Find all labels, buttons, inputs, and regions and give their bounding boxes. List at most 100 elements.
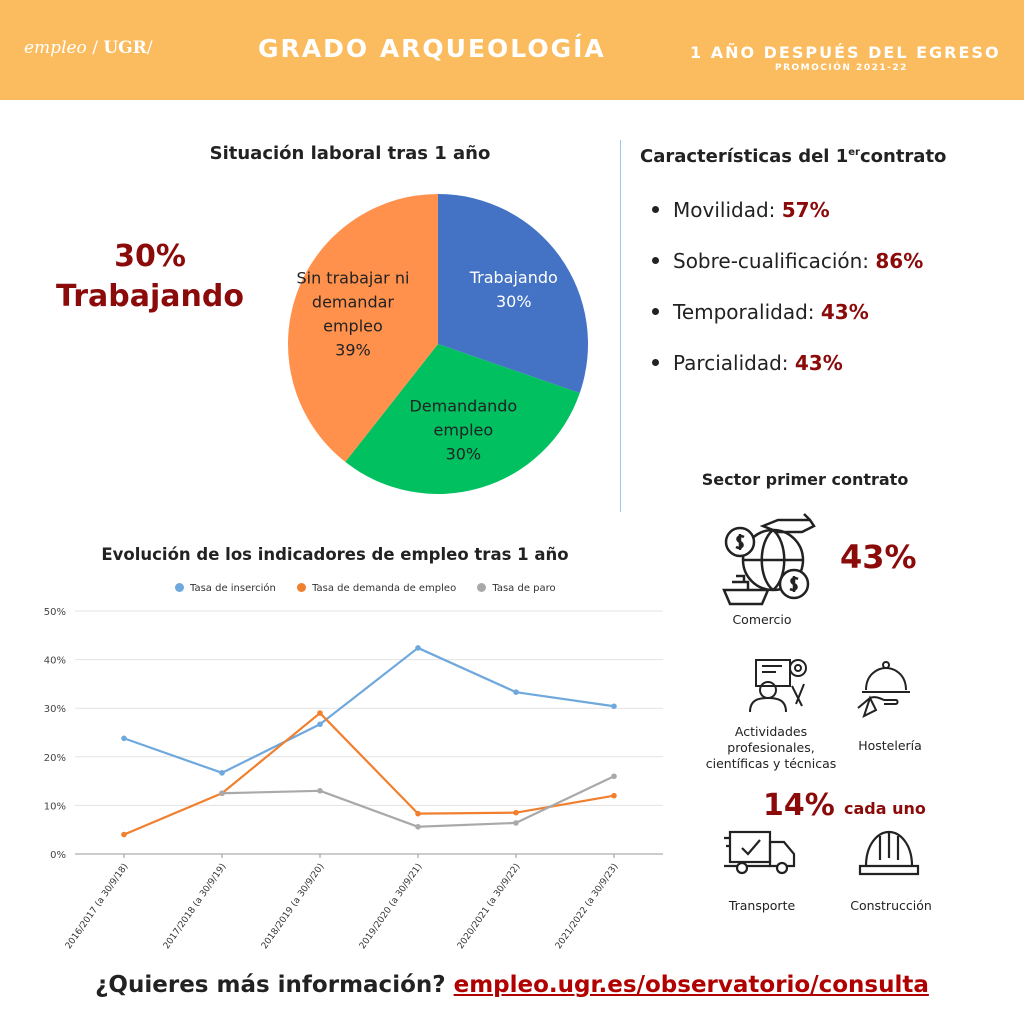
legend-label: Tasa de demanda de empleo bbox=[312, 583, 457, 594]
data-point bbox=[611, 792, 617, 799]
globe-trade-icon bbox=[722, 513, 816, 606]
characteristic-label: Sobre-cualificación: bbox=[673, 249, 876, 273]
characteristic-value: 57% bbox=[781, 198, 830, 222]
comercio-label: Comercio bbox=[732, 612, 792, 627]
characteristic-label: Parcialidad: bbox=[673, 351, 795, 375]
characteristics-title-suffix: contrato bbox=[859, 146, 947, 167]
pie-slice-label: demandar bbox=[312, 293, 394, 312]
bullet-icon bbox=[652, 359, 659, 366]
delivery-truck-icon bbox=[724, 830, 796, 875]
actividades-label-line: científicas y técnicas bbox=[705, 756, 837, 771]
shared-percent: 14% bbox=[763, 788, 835, 823]
pie-slice-value: 39% bbox=[335, 341, 371, 360]
pie-chart: Trabajando 30% Demandando empleo 30% Sin trab… bbox=[288, 194, 588, 494]
professional-worker-icon bbox=[749, 659, 807, 713]
page-subtitle: 1 AÑO DESPUÉS DEL EGRESO bbox=[690, 43, 1001, 62]
logo-separator: / bbox=[92, 38, 98, 58]
characteristic-item: Sobre-cualificación: 86% bbox=[652, 249, 923, 300]
footer-question: ¿Quieres más información? bbox=[95, 972, 454, 998]
characteristic-label: Temporalidad: bbox=[673, 300, 821, 324]
pie-slice bbox=[288, 194, 438, 462]
data-point bbox=[513, 809, 519, 816]
series-line bbox=[221, 775, 615, 828]
logo-brand: empleo bbox=[24, 38, 87, 58]
y-tick-label: 50% bbox=[44, 607, 66, 618]
characteristic-item: Parcialidad: 43% bbox=[652, 351, 923, 402]
food-cloche-icon bbox=[857, 661, 910, 718]
data-point bbox=[611, 703, 617, 710]
y-tick-label: 20% bbox=[44, 753, 66, 764]
characteristics-title-sup: er bbox=[848, 147, 860, 158]
characteristics-title-prefix: Características del 1 bbox=[640, 146, 849, 167]
comercio-percent: 43% bbox=[840, 538, 917, 576]
x-tick-label: 2019/2020 (a 30/9/21) bbox=[358, 862, 425, 951]
characteristic-value: 86% bbox=[875, 249, 924, 273]
legend-item: Tasa de demanda de empleo bbox=[297, 582, 457, 594]
pie-slice bbox=[345, 344, 580, 494]
pie-slice-label: Sin trabajar ni bbox=[296, 269, 409, 288]
characteristic-item: Temporalidad: 43% bbox=[652, 300, 923, 351]
y-tick-label: 0% bbox=[50, 850, 66, 861]
series-line bbox=[123, 646, 615, 774]
actividades-label-line: profesionales, bbox=[727, 740, 815, 755]
legend-label: Tasa de paro bbox=[492, 583, 556, 594]
pie-slice-value: 30% bbox=[496, 292, 532, 311]
page-title: GRADO ARQUEOLOGÍA bbox=[258, 34, 606, 63]
pie-chart-title: Situación laboral tras 1 año bbox=[209, 143, 491, 164]
legend-swatch bbox=[297, 582, 307, 592]
data-point bbox=[611, 773, 617, 780]
pie-slice-label: Demandando bbox=[409, 396, 517, 415]
legend-swatch bbox=[477, 582, 487, 592]
line-chart-title: Evolución de los indicadores de empleo t… bbox=[101, 545, 569, 564]
data-point bbox=[317, 710, 323, 716]
transporte-label: Transporte bbox=[728, 898, 796, 913]
promotion-label: PROMOCIÓN 2021-22 bbox=[775, 63, 908, 73]
x-tick-label: 2016/2017 (a 30/9/18) bbox=[64, 862, 131, 951]
legend-label: Tasa de inserción bbox=[190, 583, 276, 594]
data-point bbox=[513, 689, 519, 695]
data-point bbox=[121, 831, 127, 838]
pie-slice bbox=[438, 194, 588, 394]
pie-slice-value: 30% bbox=[446, 444, 482, 463]
data-point bbox=[317, 788, 323, 794]
characteristic-label: Movilidad: bbox=[673, 198, 782, 222]
section-divider bbox=[620, 140, 621, 512]
construccion-label: Construcción bbox=[850, 898, 932, 913]
x-tick-label: 2017/2018 (a 30/9/19) bbox=[162, 862, 229, 951]
line-chart: 0% 10% 20% 30% 40% 50% 2016/2017 (a 30/9/18) 20… bbox=[44, 607, 663, 951]
highlight-working: 30% Trabajando bbox=[40, 237, 260, 317]
characteristics-title: Características del 1ercontrato bbox=[640, 146, 946, 167]
actividades-label-line: Actividades bbox=[734, 724, 808, 739]
x-tick-label: 2018/2019 (a 30/9/20) bbox=[260, 862, 327, 951]
more-info-link[interactable]: empleo.ugr.es/observatorio/consulta bbox=[453, 972, 929, 998]
characteristic-value: 43% bbox=[794, 351, 843, 375]
data-point bbox=[317, 721, 323, 728]
data-point bbox=[121, 735, 127, 742]
y-tick-label: 30% bbox=[44, 704, 66, 715]
pie-slice-label: empleo bbox=[323, 317, 383, 336]
sector-title: Sector primer contrato bbox=[701, 470, 909, 489]
legend-swatch bbox=[175, 582, 184, 592]
bullet-icon bbox=[652, 206, 659, 213]
data-point bbox=[415, 823, 421, 830]
highlight-label: Trabajando bbox=[56, 279, 244, 314]
legend-item: Tasa de paro bbox=[477, 582, 556, 594]
x-tick-label: 2021/2022 (a 30/9/23) bbox=[554, 862, 621, 951]
hosteleria-label: Hostelería bbox=[858, 738, 922, 753]
data-point bbox=[415, 810, 421, 817]
data-point bbox=[219, 790, 225, 797]
logo-separator: / bbox=[146, 38, 153, 58]
pie-slice-label: empleo bbox=[434, 420, 494, 439]
legend-item: Tasa de inserción bbox=[175, 582, 276, 594]
y-tick-label: 10% bbox=[44, 801, 66, 812]
bullet-icon bbox=[652, 308, 659, 315]
header-banner: empleo / UGR/ GRADO ARQUEOLOGÍA 1 AÑO DE… bbox=[0, 0, 1024, 100]
line-chart-legend: Tasa de inserción Tasa de demanda de emp… bbox=[175, 582, 574, 594]
characteristics-list: Movilidad: 57% Sobre-cualificación: 86% … bbox=[652, 198, 923, 402]
actividades-label: Actividades profesionales, científicas y… bbox=[700, 724, 842, 772]
series-line bbox=[123, 711, 615, 836]
data-point bbox=[219, 770, 225, 776]
data-point bbox=[415, 645, 421, 651]
data-point bbox=[513, 820, 519, 826]
y-tick-label: 40% bbox=[44, 656, 66, 667]
